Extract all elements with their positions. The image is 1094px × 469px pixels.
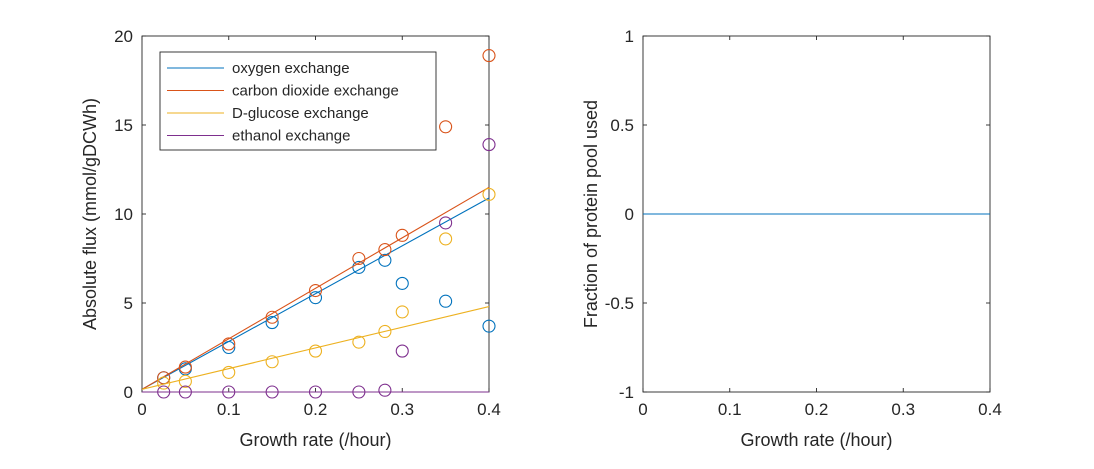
x-axis-label: Growth rate (/hour): [239, 430, 391, 450]
y-axis-label: Fraction of protein pool used: [581, 100, 601, 328]
data-point: [222, 385, 236, 399]
legend-label: ethanol exchange: [232, 128, 350, 145]
x-tick-label: 0: [638, 400, 647, 419]
data-point: [265, 385, 279, 399]
data-point: [395, 344, 409, 358]
legend-label: carbon dioxide exchange: [232, 83, 399, 100]
data-point: [178, 360, 192, 374]
data-point: [378, 383, 392, 397]
x-tick-label: 0.4: [477, 400, 501, 419]
y-axis-label: Absolute flux (mmol/gDCWh): [80, 98, 100, 330]
data-point: [378, 243, 392, 257]
series-line: [141, 186, 490, 390]
y-tick-label: 0: [124, 383, 133, 402]
x-tick-label: 0.1: [217, 400, 241, 419]
y-tick-label: 0: [625, 205, 634, 224]
y-tick-label: 10: [114, 205, 133, 224]
data-point: [352, 260, 366, 274]
x-tick-label: 0.2: [304, 400, 328, 419]
x-axis-label: Growth rate (/hour): [740, 430, 892, 450]
data-point: [439, 216, 453, 230]
data-point: [482, 49, 496, 63]
data-point: [395, 276, 409, 290]
data-point: [178, 385, 192, 399]
data-point: [308, 291, 323, 305]
data-point: [157, 376, 171, 390]
data-point: [308, 283, 323, 298]
data-point: [378, 253, 392, 267]
data-point: [439, 232, 453, 246]
data-point: [265, 310, 279, 324]
data-point: [265, 316, 279, 330]
data-point: [222, 340, 236, 355]
left-plot: 0 0.1 0.2 0.3 0.4 0 5 10 15 20 Growth rate (/hour)…: [80, 27, 501, 450]
legend-label: oxygen exchange: [232, 60, 350, 77]
data-point: [308, 385, 323, 399]
x-tick-label: 0.2: [805, 400, 829, 419]
data-point: [308, 344, 323, 358]
y-tick-label: -0.5: [605, 294, 634, 313]
data-point: [178, 374, 192, 388]
data-point: [352, 385, 366, 399]
x-tick-label: 0.1: [718, 400, 742, 419]
data-point: [395, 228, 409, 242]
y-tick-label: 5: [124, 294, 133, 313]
x-tick-label: 0: [137, 400, 146, 419]
x-tick-label: 0.4: [978, 400, 1002, 419]
series-2: [141, 187, 496, 390]
data-point: [265, 355, 279, 369]
series-1: [141, 49, 496, 390]
x-tick-label: 0.3: [390, 400, 414, 419]
data-point: [157, 385, 171, 399]
data-point: [439, 294, 453, 308]
data-point: [482, 187, 496, 201]
legend-label: D-glucose exchange: [232, 105, 369, 122]
data-point: [439, 120, 453, 134]
data-point: [352, 335, 366, 349]
series-0: [141, 197, 496, 390]
y-tick-label: 0.5: [610, 116, 634, 135]
data-point: [395, 305, 409, 319]
data-point: [222, 365, 236, 379]
data-point: [222, 337, 236, 351]
data-point: [378, 324, 392, 339]
x-tick-label: 0.3: [891, 400, 915, 419]
y-tick-label: 15: [114, 116, 133, 135]
y-tick-label: 1: [625, 27, 634, 46]
data-point: [482, 319, 496, 333]
data-point: [482, 138, 496, 152]
y-tick-label: 20: [114, 27, 133, 46]
y-tick-label: -1: [619, 383, 634, 402]
legend: oxygen exchange carbon dioxide exchange D-…: [159, 51, 437, 151]
series-line: [141, 197, 490, 390]
right-plot: 0 0.1 0.2 0.3 0.4 -1 -0.5 0 0.5 1 Growth rate (/ho…: [581, 27, 1002, 450]
series-line: [141, 306, 490, 390]
series-3: [142, 138, 496, 399]
data-point: [352, 251, 366, 266]
